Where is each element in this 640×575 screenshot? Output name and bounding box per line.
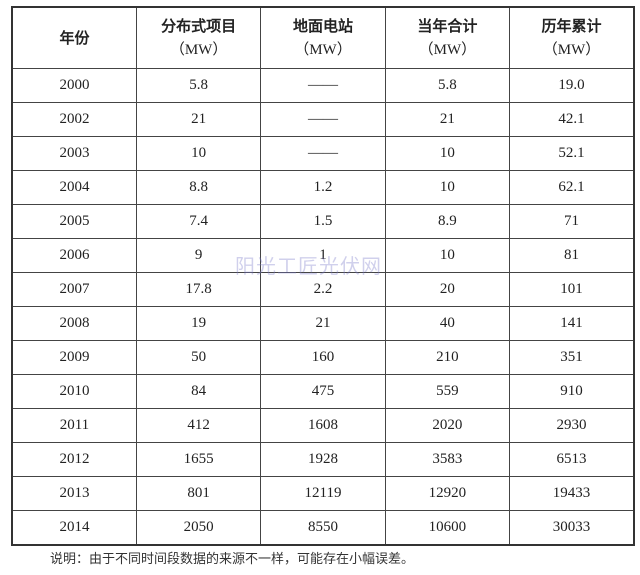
table-cell: 5.8 [135, 68, 262, 103]
table-cell: 101 [509, 272, 635, 307]
table-cell: 1608 [260, 408, 386, 443]
table-cell: 10 [384, 170, 511, 205]
table-cell: 412 [135, 408, 262, 443]
table-cell: 30033 [509, 510, 635, 546]
table-row: 2008 19 21 40 141 [11, 306, 635, 341]
table-row: 2004 8.8 1.2 10 62.1 [11, 170, 635, 205]
table-cell: 52.1 [509, 136, 635, 171]
column-header: 年份 [11, 6, 137, 69]
table-cell: 21 [260, 306, 386, 341]
table-cell: 42.1 [509, 102, 635, 137]
table-cell: 9 [135, 238, 262, 273]
table-cell: 21 [384, 102, 511, 137]
table-cell: —— [260, 68, 386, 103]
table-cell: 7.4 [135, 204, 262, 239]
table-cell: 2009 [11, 340, 137, 375]
table-cell: 2002 [11, 102, 137, 137]
table-cell: 559 [384, 374, 511, 409]
table-cell: 475 [260, 374, 386, 409]
table-cell: 10 [135, 136, 262, 171]
table-cell: 50 [135, 340, 262, 375]
table-cell: 19433 [509, 476, 635, 511]
table-cell: 2011 [11, 408, 137, 443]
column-header: 历年累计 （MW） [509, 6, 635, 69]
table-cell: 3583 [384, 442, 511, 477]
table-cell: 6513 [509, 442, 635, 477]
data-table: 年份 分布式项目 （MW） 地面电站 （MW） 当年合计 （MW） 历年累计 （MW） 2000… [11, 6, 635, 546]
table-cell: 10600 [384, 510, 511, 546]
table-cell: 8.9 [384, 204, 511, 239]
table-cell: 2007 [11, 272, 137, 307]
table-cell: 2050 [135, 510, 262, 546]
table-cell: 5.8 [384, 68, 511, 103]
table-cell: 2020 [384, 408, 511, 443]
table-cell: 10 [384, 136, 511, 171]
header-label: 年份 [59, 29, 90, 47]
table-cell: 62.1 [509, 170, 635, 205]
table-cell: —— [260, 136, 386, 171]
table-row: 2002 21 —— 21 42.1 [11, 102, 635, 137]
table-cell: 8.8 [135, 170, 262, 205]
header-label: 历年累计 [541, 17, 602, 35]
header-unit: （MW） [169, 42, 228, 58]
header-label: 分布式项目 [161, 17, 237, 35]
table-row: 2000 5.8 —— 5.8 19.0 [11, 68, 635, 103]
table-cell: 10 [384, 238, 511, 273]
table-cell: 2014 [11, 510, 137, 546]
header-row: 年份 分布式项目 （MW） 地面电站 （MW） 当年合计 （MW） 历年累计 （MW） [11, 6, 635, 69]
table-cell: 2.2 [260, 272, 386, 307]
table-cell: 21 [135, 102, 262, 137]
table-cell: 71 [509, 204, 635, 239]
table-row: 2006 9 1 10 81 [11, 238, 635, 273]
table-cell: 2000 [11, 68, 137, 103]
table-row: 2013 801 12119 12920 19433 [11, 476, 635, 511]
table-cell: 210 [384, 340, 511, 375]
table-cell: 1928 [260, 442, 386, 477]
watermark: 阳光工匠光伏网 [235, 254, 382, 278]
footnote: 说明：由于不同时间段数据的来源不一样，可能存在小幅误差。 [50, 552, 415, 567]
column-header: 地面电站 （MW） [260, 6, 386, 69]
header-label: 当年合计 [417, 17, 478, 35]
table-cell: 8550 [260, 510, 386, 546]
table-row: 2012 1655 1928 3583 6513 [11, 442, 635, 477]
table-cell: 351 [509, 340, 635, 375]
table-cell: 2012 [11, 442, 137, 477]
table-cell: 1655 [135, 442, 262, 477]
table-cell: 12920 [384, 476, 511, 511]
table-cell: 12119 [260, 476, 386, 511]
table-row: 2003 10 —— 10 52.1 [11, 136, 635, 171]
header-unit: （MW） [418, 42, 477, 58]
table-cell: 20 [384, 272, 511, 307]
table-cell: 801 [135, 476, 262, 511]
table-row: 2009 50 160 210 351 [11, 340, 635, 375]
table-row: 2014 2050 8550 10600 30033 [11, 510, 635, 546]
header-unit: （MW） [542, 42, 601, 58]
table-row: 2011 412 1608 2020 2930 [11, 408, 635, 443]
table-cell: —— [260, 102, 386, 137]
table-cell: 19 [135, 306, 262, 341]
table-cell: 84 [135, 374, 262, 409]
table-cell: 2003 [11, 136, 137, 171]
table-cell: 2013 [11, 476, 137, 511]
table-cell: 2004 [11, 170, 137, 205]
table-cell: 2006 [11, 238, 137, 273]
table-cell: 141 [509, 306, 635, 341]
table-row: 2005 7.4 1.5 8.9 71 [11, 204, 635, 239]
column-header: 分布式项目 （MW） [135, 6, 262, 69]
table-cell: 81 [509, 238, 635, 273]
table-cell: 1.5 [260, 204, 386, 239]
column-header: 当年合计 （MW） [384, 6, 511, 69]
table-cell: 910 [509, 374, 635, 409]
table-cell: 2005 [11, 204, 137, 239]
table-cell: 2010 [11, 374, 137, 409]
table-cell: 1.2 [260, 170, 386, 205]
header-unit: （MW） [294, 42, 352, 58]
table-cell: 19.0 [509, 68, 635, 103]
header-label: 地面电站 [292, 17, 353, 35]
table-cell: 2008 [11, 306, 137, 341]
table-row: 2010 84 475 559 910 [11, 374, 635, 409]
table-cell: 40 [384, 306, 511, 341]
table-cell: 2930 [509, 408, 635, 443]
table-cell: 160 [260, 340, 386, 375]
